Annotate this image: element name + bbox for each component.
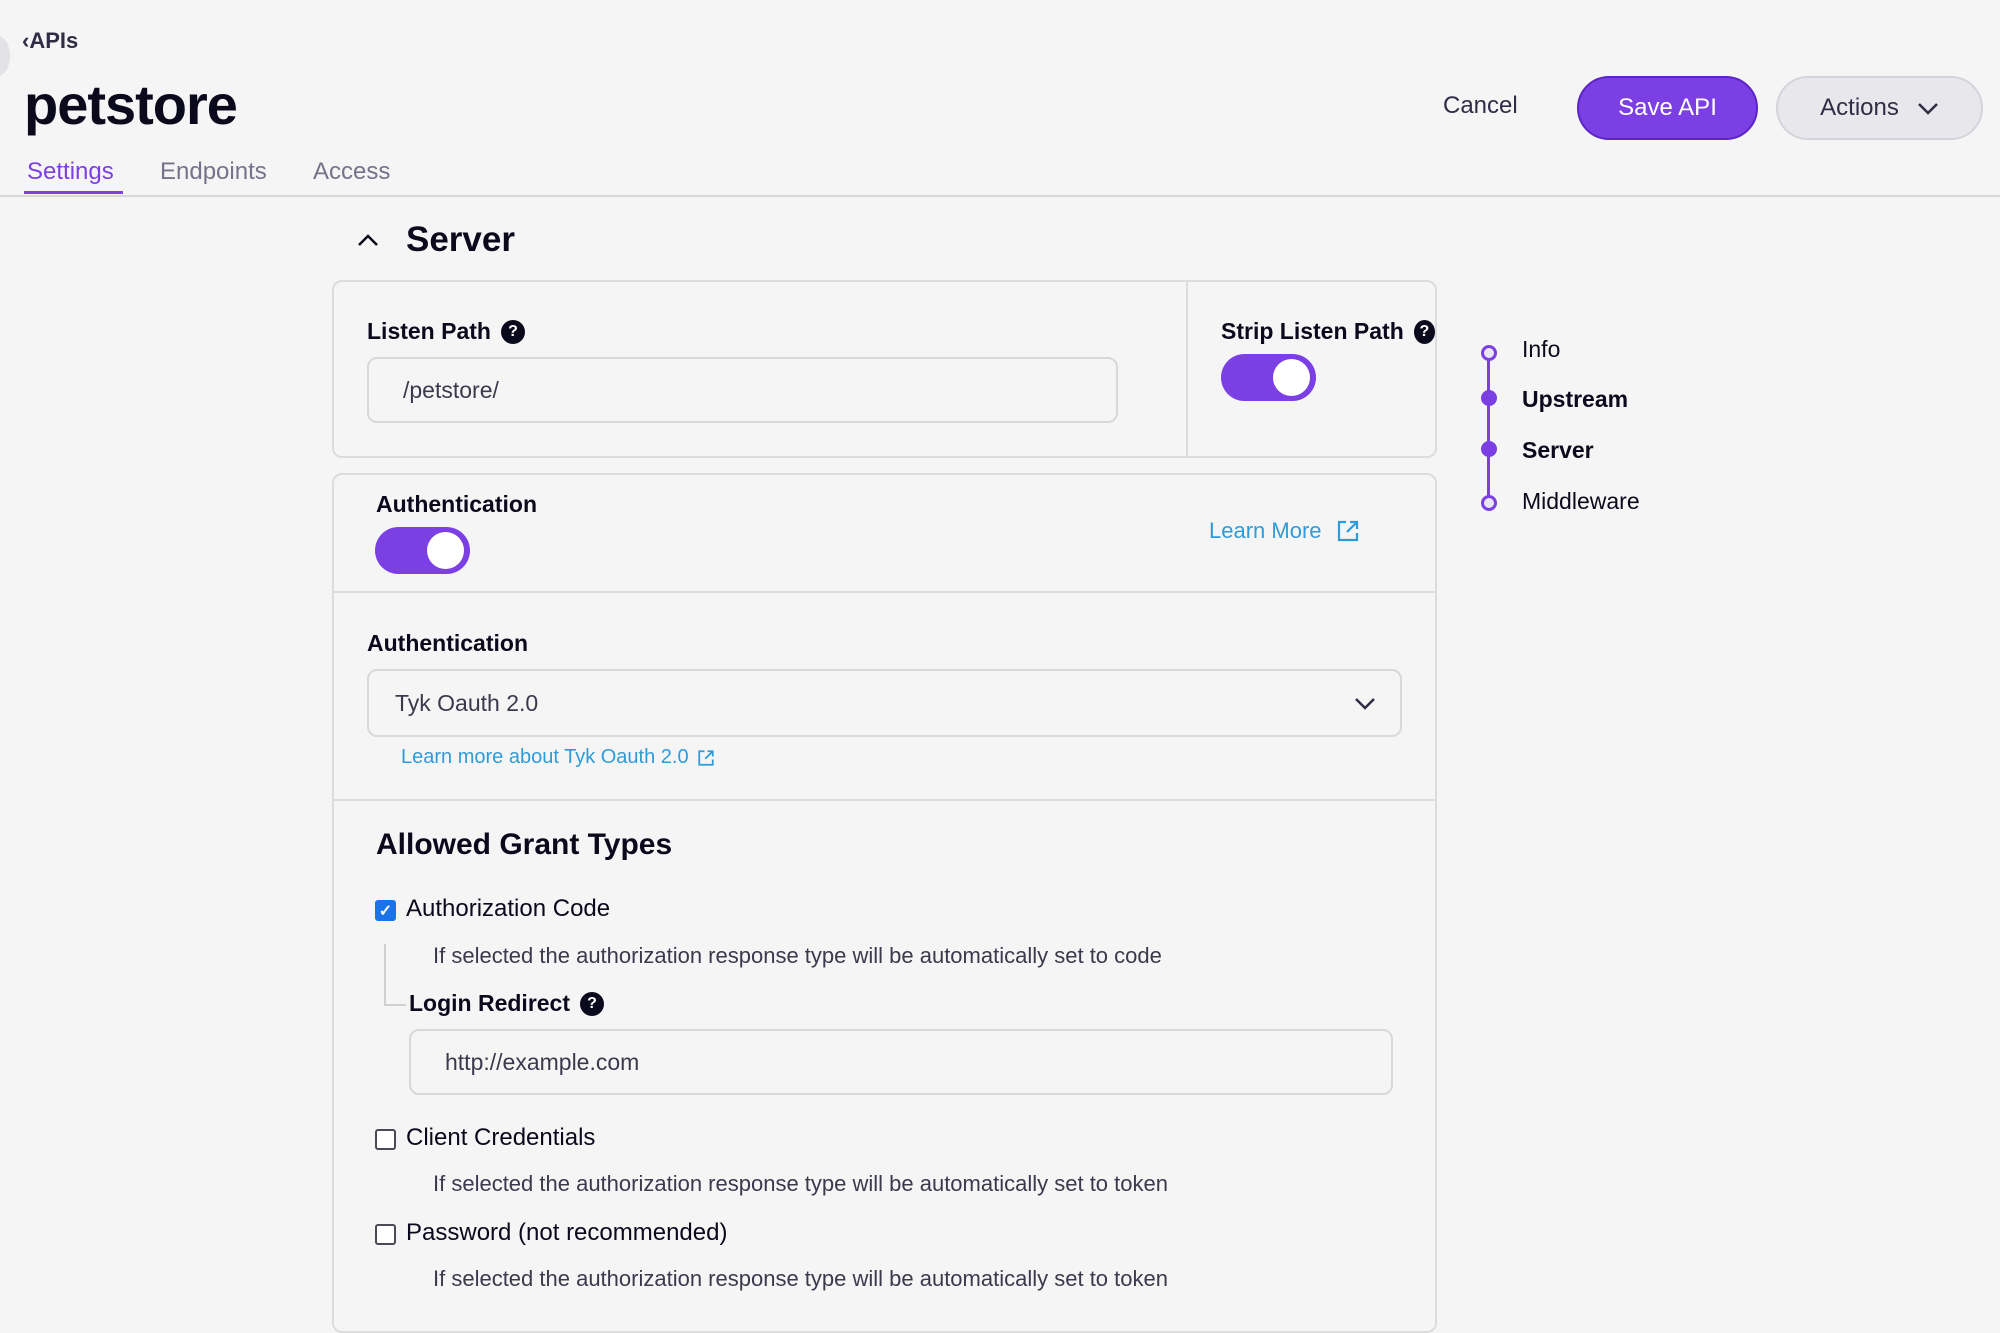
stepper-item-info[interactable]: Info xyxy=(1522,336,1561,362)
external-link-icon xyxy=(1337,520,1358,542)
actions-button[interactable]: Actions xyxy=(1776,76,1983,140)
step-dot-middleware xyxy=(1481,495,1497,511)
actions-label: Actions xyxy=(1820,94,1899,121)
toggle-knob xyxy=(1273,359,1310,396)
strip-listen-path-label: Strip Listen Path? xyxy=(1221,318,1435,345)
external-link-icon xyxy=(697,749,714,766)
authentication-card xyxy=(332,473,1437,1333)
client-credentials-label: Client Credentials xyxy=(406,1124,596,1151)
authentication-toggle[interactable] xyxy=(375,527,470,574)
card-divider xyxy=(1186,281,1188,457)
divider xyxy=(333,591,1436,593)
help-icon[interactable]: ? xyxy=(580,991,605,1016)
cancel-button[interactable]: Cancel xyxy=(1443,92,1518,119)
authentication-select-label: Authentication xyxy=(367,630,528,656)
back-link[interactable]: ‹APIs xyxy=(22,28,79,53)
listen-path-input[interactable]: /petstore/ xyxy=(367,357,1118,423)
active-tab-indicator xyxy=(24,191,123,194)
tyk-oauth-docs-link[interactable]: Learn more about Tyk Oauth 2.0 xyxy=(401,746,715,769)
authorization-code-label: Authorization Code xyxy=(406,895,611,922)
tree-line xyxy=(384,944,386,1006)
tab-endpoints[interactable]: Endpoints xyxy=(160,158,267,185)
learn-more-link[interactable]: Learn More xyxy=(1209,518,1360,544)
toggle-knob xyxy=(427,532,464,569)
password-label: Password (not recommended) xyxy=(406,1219,728,1246)
login-redirect-input[interactable]: http://example.com xyxy=(409,1029,1393,1095)
chevron-up-icon[interactable] xyxy=(356,230,380,250)
page-title: petstore xyxy=(24,73,238,136)
step-dot-server xyxy=(1481,441,1497,457)
password-helper: If selected the authorization response t… xyxy=(433,1266,1168,1291)
sidebar-toggle[interactable] xyxy=(0,36,10,76)
help-icon[interactable]: ? xyxy=(500,319,525,344)
grant-types-title: Allowed Grant Types xyxy=(376,828,673,861)
header-divider xyxy=(0,195,2000,197)
stepper-item-middleware[interactable]: Middleware xyxy=(1522,488,1640,514)
chevron-left-icon: ‹ xyxy=(22,28,30,53)
chevron-down-icon xyxy=(1917,103,1938,115)
client-credentials-helper: If selected the authorization response t… xyxy=(433,1171,1168,1196)
strip-listen-path-toggle[interactable] xyxy=(1221,354,1316,401)
divider xyxy=(333,799,1436,801)
step-dot-info xyxy=(1481,345,1497,361)
authentication-select[interactable]: Tyk Oauth 2.0 xyxy=(367,669,1402,737)
help-icon[interactable]: ? xyxy=(1413,319,1435,344)
authentication-toggle-label: Authentication xyxy=(376,491,537,517)
step-dot-upstream xyxy=(1481,390,1497,406)
tab-settings[interactable]: Settings xyxy=(27,158,114,185)
stepper-item-server[interactable]: Server xyxy=(1522,437,1594,463)
section-title: Server xyxy=(406,220,515,259)
listen-path-label: Listen Path? xyxy=(367,318,525,345)
authorization-code-checkbox[interactable]: ✓ xyxy=(375,900,396,921)
login-redirect-label: Login Redirect? xyxy=(409,990,605,1017)
stepper-line xyxy=(1487,353,1490,505)
check-icon: ✓ xyxy=(378,902,393,920)
client-credentials-checkbox[interactable] xyxy=(375,1129,396,1150)
chevron-down-icon xyxy=(1355,698,1375,710)
tree-line xyxy=(384,1004,406,1006)
stepper-item-upstream[interactable]: Upstream xyxy=(1522,386,1629,412)
tab-access[interactable]: Access xyxy=(313,158,391,185)
authorization-code-helper: If selected the authorization response t… xyxy=(433,943,1162,968)
password-checkbox[interactable] xyxy=(375,1224,396,1245)
save-api-button[interactable]: Save API xyxy=(1577,76,1758,140)
